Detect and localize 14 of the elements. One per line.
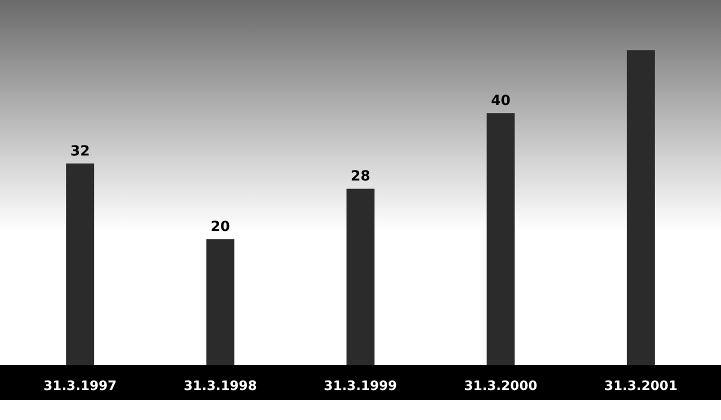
data-label: 32 <box>70 144 90 160</box>
data-label: 28 <box>350 168 370 185</box>
x-tick-label: 31.3.2000 <box>464 379 538 394</box>
data-label: 40 <box>490 93 511 110</box>
bar <box>66 164 94 365</box>
x-tick-label: 31.3.1998 <box>184 379 257 394</box>
data-label: 20 <box>210 219 230 236</box>
bar <box>486 113 515 365</box>
bar <box>206 239 234 365</box>
x-tick-label: 31.3.2001 <box>604 379 678 394</box>
x-tick-label: 31.3.1999 <box>324 379 398 394</box>
x-tick-label: 31.3.1997 <box>44 379 117 394</box>
bar <box>626 50 655 365</box>
bar <box>346 188 374 365</box>
